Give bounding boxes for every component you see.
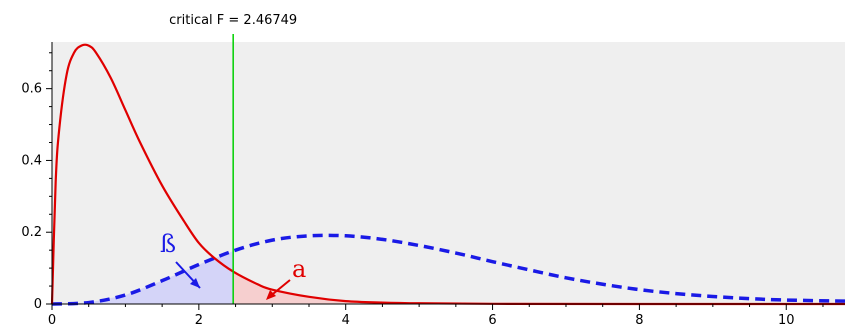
plot-area (52, 42, 845, 304)
y-tick-label: 0.6 (21, 82, 42, 97)
x-tick-label: 10 (778, 313, 795, 328)
null-distribution-curve (50, 43, 846, 306)
alpha-region (233, 271, 456, 304)
critical-value-label: critical F = 2.46749 (169, 13, 297, 28)
beta-region (52, 251, 234, 304)
x-tick-label: 8 (635, 313, 643, 328)
alpha-annotation: a (292, 255, 306, 283)
x-tick-label: 2 (195, 313, 203, 328)
y-tick-label: 0.4 (21, 153, 42, 168)
x-tick-label: 6 (488, 313, 496, 328)
alternative-distribution-curve (51, 233, 846, 306)
y-tick-label: 0 (34, 297, 42, 312)
alpha-arrowhead (266, 290, 276, 300)
x-tick-label: 0 (48, 313, 56, 328)
y-tick-label: 0.2 (21, 225, 42, 240)
beta-annotation: ß (160, 230, 176, 258)
beta-arrowhead (190, 278, 200, 288)
x-tick-label: 4 (342, 313, 350, 328)
